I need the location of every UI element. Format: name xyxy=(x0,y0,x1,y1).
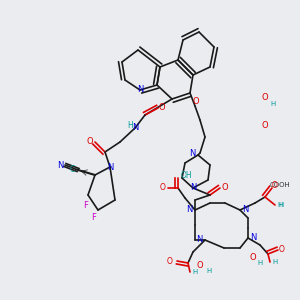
Text: N: N xyxy=(250,233,256,242)
Text: O: O xyxy=(87,136,93,146)
Text: C: C xyxy=(69,166,75,175)
Text: N: N xyxy=(190,184,196,193)
Text: O: O xyxy=(272,181,278,190)
Text: H: H xyxy=(278,202,284,208)
Text: OH: OH xyxy=(180,170,192,179)
Text: O: O xyxy=(197,261,203,270)
Text: N: N xyxy=(137,85,143,94)
Text: O: O xyxy=(193,98,199,106)
Text: O: O xyxy=(222,184,228,193)
Text: O: O xyxy=(159,103,165,112)
Text: O: O xyxy=(279,245,285,254)
Text: H: H xyxy=(277,202,282,208)
Text: O: O xyxy=(160,182,166,191)
Text: H: H xyxy=(127,122,133,130)
Text: H: H xyxy=(270,101,276,107)
Text: O: O xyxy=(262,121,268,130)
Text: N: N xyxy=(57,160,63,169)
Text: O: O xyxy=(167,256,173,266)
Text: N: N xyxy=(242,206,248,214)
Text: H: H xyxy=(206,268,211,274)
Text: COOH: COOH xyxy=(270,182,291,188)
Text: H: H xyxy=(257,260,262,266)
Text: O: O xyxy=(250,253,256,262)
Text: F: F xyxy=(84,200,88,209)
Text: N: N xyxy=(132,124,138,133)
Text: N: N xyxy=(189,148,195,158)
Text: N: N xyxy=(196,236,202,244)
Text: F: F xyxy=(92,214,96,223)
Text: H: H xyxy=(192,269,197,275)
Text: N: N xyxy=(107,163,113,172)
Text: O: O xyxy=(262,93,268,102)
Text: H: H xyxy=(272,259,277,265)
Text: N: N xyxy=(186,206,192,214)
